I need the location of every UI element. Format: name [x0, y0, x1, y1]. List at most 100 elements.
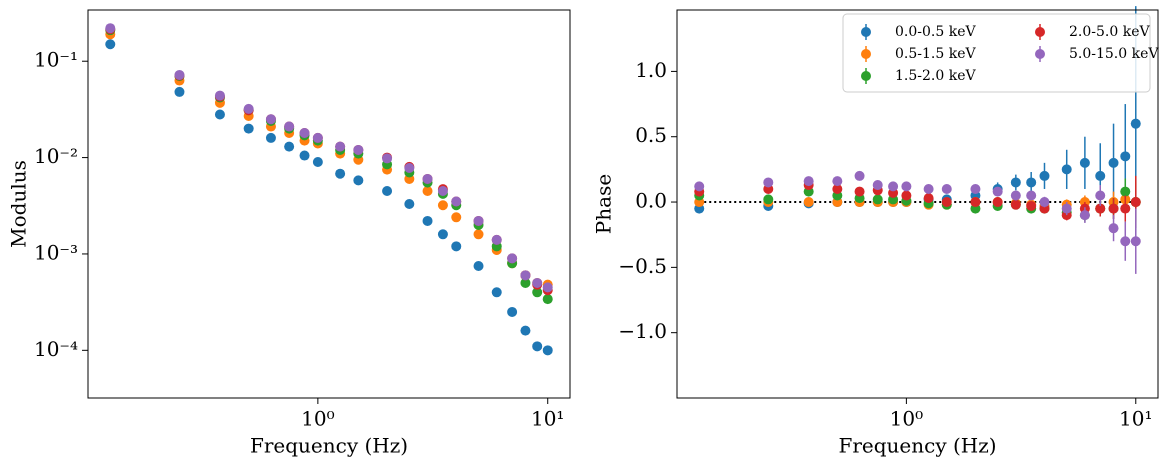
x-tick-label: 10¹	[1119, 407, 1152, 431]
y-tick-label: 1.0	[635, 58, 667, 82]
point	[520, 325, 531, 336]
point	[1026, 190, 1037, 201]
point	[1130, 118, 1141, 129]
point	[174, 86, 185, 97]
point	[694, 181, 705, 192]
legend-marker	[1035, 27, 1045, 37]
point	[507, 306, 518, 317]
point	[1010, 190, 1021, 201]
point	[437, 200, 448, 211]
point	[284, 121, 295, 132]
point	[451, 241, 462, 252]
point	[1130, 236, 1141, 247]
point	[941, 183, 952, 194]
legend-label: 1.5-2.0 keV	[895, 68, 976, 84]
point	[473, 260, 484, 271]
y-axis-label: Phase	[592, 174, 616, 234]
point	[1108, 223, 1119, 234]
point	[265, 114, 276, 125]
point	[888, 181, 899, 192]
point	[832, 176, 843, 187]
axes: 10⁰ 10¹ 10⁻⁴ 10⁻³ 10⁻² 10⁻¹ Frequency (Hz) Modu…	[7, 48, 565, 458]
axes-frame	[87, 9, 571, 399]
point	[382, 153, 393, 164]
point	[353, 175, 364, 186]
point	[803, 197, 814, 208]
point	[1079, 210, 1090, 221]
point	[520, 277, 531, 288]
point	[312, 156, 323, 167]
point	[1095, 170, 1106, 181]
point	[422, 186, 433, 197]
point	[353, 144, 364, 155]
point	[1061, 164, 1072, 175]
legend-marker	[1035, 49, 1045, 59]
x-tick-label: 10⁰	[890, 407, 923, 431]
y-tick-label: 10⁻⁴	[34, 337, 78, 361]
point	[284, 141, 295, 152]
y-tick-label: −0.5	[618, 254, 667, 278]
legend-label: 5.0-15.0 keV	[1069, 46, 1159, 62]
point	[299, 150, 310, 161]
point	[763, 177, 774, 188]
point	[854, 186, 865, 197]
point	[872, 180, 883, 191]
point	[923, 193, 934, 204]
axes-frame	[676, 9, 1159, 399]
legend-marker	[861, 49, 871, 59]
y-tick-label: 10⁻¹	[34, 48, 78, 72]
y-tick-label: −1.0	[618, 319, 667, 343]
point	[1010, 199, 1021, 210]
x-axis-label: Frequency (Hz)	[250, 434, 408, 458]
point	[832, 183, 843, 194]
point	[473, 215, 484, 226]
axes: 10⁰ 10¹ −1.0 −0.5 0.0 0.5 1.0 Frequency (Hz) Pha…	[592, 58, 1153, 458]
point	[491, 234, 502, 245]
legend-marker	[861, 71, 871, 81]
x-axis-label: Frequency (Hz)	[838, 434, 996, 458]
point	[1026, 200, 1037, 211]
point	[992, 197, 1003, 208]
point	[243, 123, 254, 134]
point	[1108, 157, 1119, 168]
point	[265, 132, 276, 143]
point	[404, 198, 415, 209]
point	[854, 170, 865, 181]
point	[312, 132, 323, 143]
point	[532, 277, 543, 288]
point	[923, 183, 934, 194]
point	[1039, 170, 1050, 181]
point	[451, 212, 462, 223]
legend-box	[842, 13, 1151, 93]
point	[520, 270, 531, 281]
point	[214, 90, 225, 101]
point	[1120, 203, 1131, 214]
point	[473, 229, 484, 240]
legend-label: 0.5-1.5 keV	[895, 46, 976, 62]
point	[970, 183, 981, 194]
y-tick-label: 0.0	[635, 189, 667, 213]
point	[872, 194, 883, 205]
point	[970, 197, 981, 208]
point	[507, 253, 518, 264]
point	[1120, 186, 1131, 197]
legend-marker	[861, 27, 871, 37]
point	[542, 294, 553, 305]
point	[491, 287, 502, 298]
y-tick-label: 10⁻²	[34, 144, 78, 168]
point	[243, 103, 254, 114]
point	[214, 109, 225, 120]
point	[1079, 157, 1090, 168]
point	[992, 186, 1003, 197]
point	[105, 39, 116, 50]
point	[532, 287, 543, 298]
point	[422, 173, 433, 184]
point	[901, 181, 912, 192]
point	[1061, 203, 1072, 214]
point	[901, 190, 912, 201]
point	[941, 197, 952, 208]
point	[382, 186, 393, 197]
x-tick-label: 10⁰	[301, 407, 334, 431]
point	[1039, 197, 1050, 208]
